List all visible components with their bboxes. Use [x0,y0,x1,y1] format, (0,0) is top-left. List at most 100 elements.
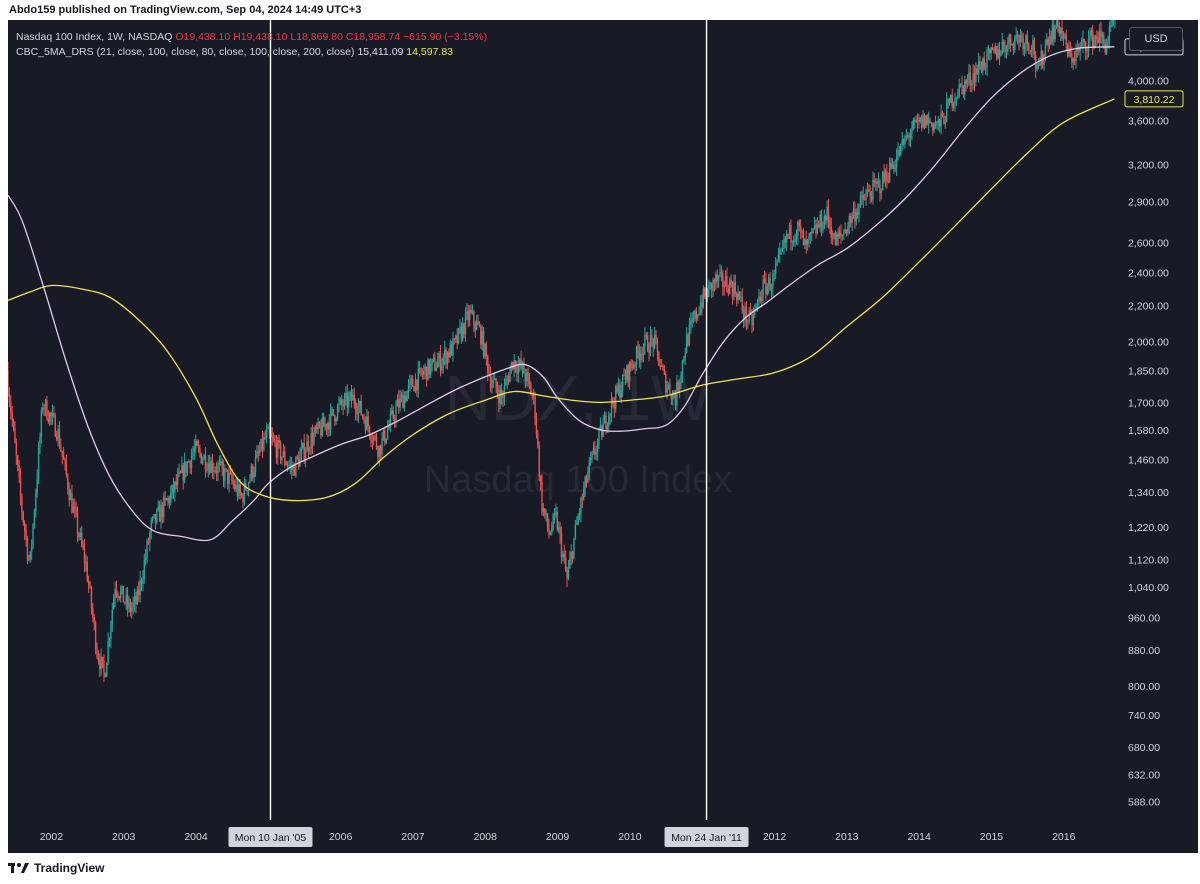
candle-body [697,314,699,319]
candle [773,269,775,282]
candle-body [379,445,382,455]
candle [524,368,527,389]
candle [471,304,474,315]
candle-body [681,360,684,376]
candle-body [132,602,134,608]
candle [1072,57,1074,70]
y-tick-label: 1,460.00 [1128,455,1169,467]
candle-body [1025,35,1027,45]
candle-body [653,334,656,348]
candle [774,256,777,279]
candle [766,283,768,296]
candle-body [392,410,394,419]
candle-body [69,493,72,500]
candle-body [941,112,944,116]
candle-body [596,441,599,453]
candle-body [1026,35,1029,44]
candle [879,178,881,202]
candle [178,463,180,477]
candle-body [110,624,112,639]
candle [534,391,536,426]
candle [430,358,432,379]
candle-body [959,83,962,85]
candle-body [434,357,436,371]
candle-body [621,374,624,391]
time-axis[interactable]: 2002 2003 2004 2006 2007 2008 2009 2010 2012 2013… [40,827,1076,847]
candle [46,396,48,421]
candle [1089,27,1091,47]
candle [1022,32,1024,56]
candle [1053,20,1055,46]
candle [204,447,207,478]
candle-body [473,311,475,325]
candle-body [107,641,109,664]
candle-body [208,463,211,473]
candle-body [759,296,762,301]
candle-body [748,310,750,321]
candle-body [735,293,738,301]
candle-body [717,275,720,282]
candle [491,376,493,394]
candle [1087,30,1090,58]
candle [263,432,265,452]
candle-body [286,465,289,467]
tradingview-logo[interactable]: TradingView [8,861,104,875]
candle-body [702,288,705,308]
candle-body [381,438,383,455]
candle [271,427,273,446]
candle-body [534,393,536,418]
candle-body [1072,58,1074,63]
candle [502,390,504,407]
candle [125,587,127,611]
candle-body [977,61,980,74]
candle [638,344,641,368]
candle [54,412,56,438]
candle [516,360,518,382]
candle-body [236,484,239,497]
candle [47,409,50,424]
candle [651,329,653,347]
candle-body [431,359,433,364]
candle-body [521,362,524,369]
candle-body [649,334,652,354]
candle-body [538,445,540,477]
candle [317,417,319,435]
candle-body [327,422,329,430]
candle [578,508,581,521]
candle-body [343,396,346,407]
candle [829,216,831,234]
candle-body [281,456,283,460]
candle [1085,40,1087,61]
legend-indicator[interactable]: CBC_5MA_DRS (21, close, 100, close, 80, … [16,46,355,58]
candle-body [852,209,855,215]
price-axis[interactable]: 588.00632.00680.00740.00800.00880.00960.… [1128,76,1169,809]
candle-body [573,538,575,559]
candle [1110,20,1112,33]
candle [311,424,314,455]
candle-body [396,399,399,407]
legend-symbol[interactable]: Nasdaq 100 Index, 1W, NASDAQ [16,31,173,43]
candle [53,405,55,418]
candle-body [841,234,844,236]
candle [260,438,262,452]
candle-body [809,232,812,237]
candle [196,439,198,447]
currency-button[interactable]: USD [1129,27,1183,51]
candle-body [161,504,164,517]
candle [765,272,767,301]
candle-body [386,428,389,439]
candle [61,450,63,465]
candle [332,409,335,417]
candle-body [794,238,796,242]
candle [322,412,325,427]
candle-body [94,623,97,650]
candle-body [990,48,992,54]
candle [940,104,942,135]
candle-body [222,467,225,481]
candle-body [574,524,577,539]
candle [762,274,764,304]
candle [918,113,920,129]
candle [213,462,215,480]
candle-body [1101,34,1104,37]
